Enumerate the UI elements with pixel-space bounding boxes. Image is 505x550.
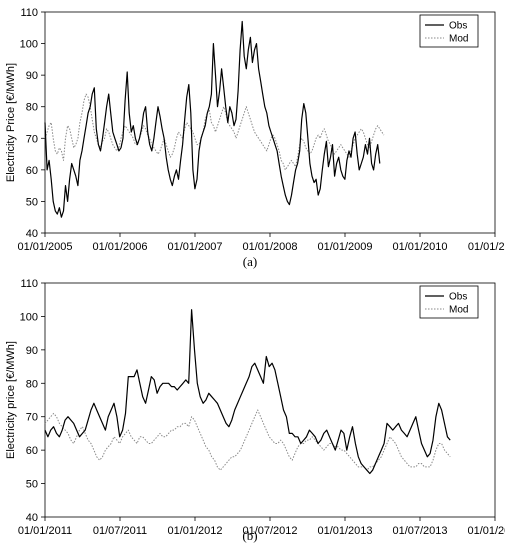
y-tick-label: 110 xyxy=(20,278,38,290)
y-tick-label: 80 xyxy=(26,102,38,114)
y-tick-label: 40 xyxy=(26,512,38,524)
x-tick-label: 01/07/2012 xyxy=(242,525,297,537)
legend-label-obs: Obs xyxy=(449,21,467,32)
y-tick-label: 100 xyxy=(20,39,38,51)
x-tick-label: 01/01/2008 xyxy=(242,241,297,253)
x-tick-label: 01/01/2014 xyxy=(467,525,505,537)
y-tick-label: 80 xyxy=(26,378,38,390)
x-tick-label: 01/01/2011 xyxy=(468,241,505,253)
legend-label-mod: Mod xyxy=(449,34,468,45)
series-line-mod xyxy=(44,409,451,471)
x-tick-label: 01/01/2009 xyxy=(317,241,372,253)
x-tick-label: 01/01/2013 xyxy=(317,525,372,537)
panel-caption: (b) xyxy=(242,528,257,543)
legend-label-obs: Obs xyxy=(449,292,467,303)
y-tick-label: 60 xyxy=(26,445,38,457)
x-tick-label: 01/07/2011 xyxy=(93,525,147,537)
legend-box xyxy=(419,14,479,48)
panel-caption: (a) xyxy=(243,254,257,269)
x-tick-label: 01/01/2010 xyxy=(392,241,447,253)
series-line-obs xyxy=(44,309,451,475)
y-tick-label: 100 xyxy=(20,311,38,323)
chart-panel-2: 40 50 60 70 80 90 100 110 01/01/2011 01/07/2011 01… xyxy=(5,278,505,543)
x-tick-label: 01/01/2007 xyxy=(167,241,222,253)
x-tick-label: 01/01/2005 xyxy=(17,241,72,253)
x-tick-label: 01/01/2012 xyxy=(167,525,222,537)
y-tick-label: 50 xyxy=(26,196,38,208)
x-tick-label: 01/07/2013 xyxy=(392,525,447,537)
y-axis-label: Electricity Price [€/MWh] xyxy=(5,63,17,182)
y-tick-label: 50 xyxy=(26,479,38,491)
x-tick-label: 01/01/2006 xyxy=(92,241,147,253)
x-tick-label: 01/01/2011 xyxy=(18,525,72,537)
chart-panel-1: 40 50 60 70 80 90 100 110 01/01/2005 01/01/2006 01… xyxy=(5,7,505,269)
y-tick-label: 60 xyxy=(26,165,38,177)
series-line-obs xyxy=(44,20,381,218)
y-tick-label: 40 xyxy=(26,228,38,240)
legend-box xyxy=(419,285,479,319)
y-tick-label: 70 xyxy=(26,412,38,424)
y-tick-label: 90 xyxy=(26,70,38,82)
y-tick-label: 70 xyxy=(26,133,38,145)
y-tick-label: 90 xyxy=(26,345,38,357)
y-tick-label: 110 xyxy=(20,7,38,19)
y-axis-label: Electricity price [€/MWh] xyxy=(5,341,17,459)
legend-label-mod: Mod xyxy=(449,305,468,316)
